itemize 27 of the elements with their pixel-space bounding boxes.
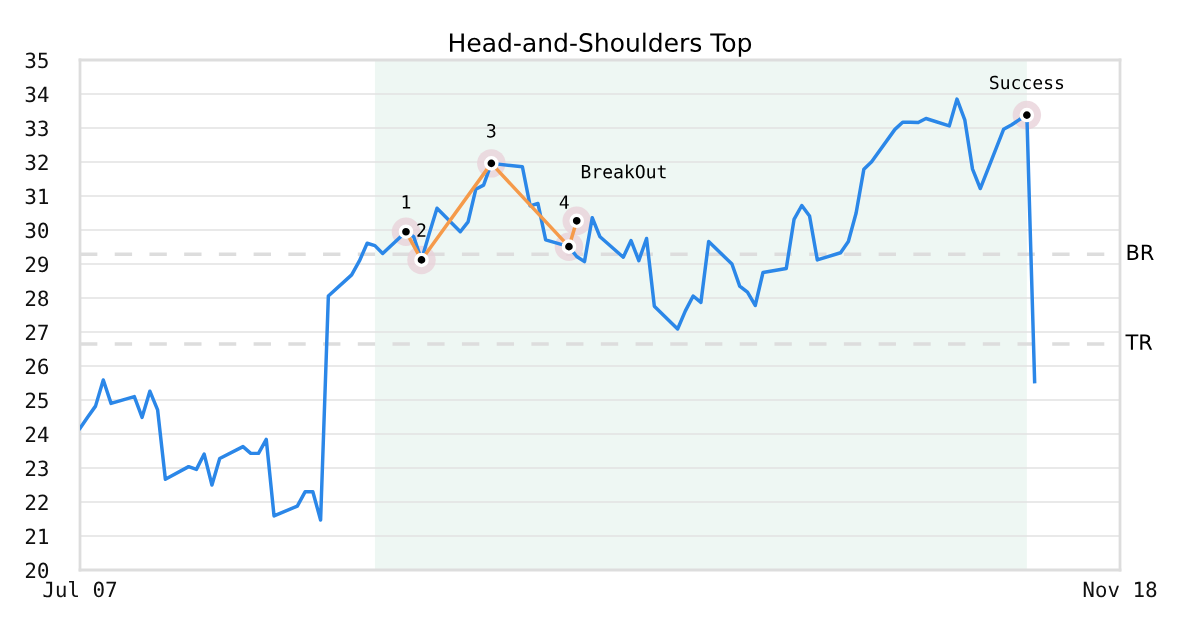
annotation: 1 (402, 195, 411, 209)
x-tick-label: Nov 18 (1083, 581, 1157, 598)
annotation: Success (990, 75, 1064, 90)
chart-title: Head-and-Shoulders Top (449, 32, 752, 57)
y-tick-label: 21 (25, 528, 49, 544)
y-tick-label: 28 (25, 290, 49, 307)
x-tick-label: Jul 07 (43, 581, 117, 598)
y-tick-label: 34 (25, 86, 49, 103)
ref-line-label: TR (1125, 334, 1153, 350)
y-tick-label: 26 (25, 358, 49, 375)
y-tick-label: 20 (25, 562, 49, 579)
y-tick-label: 30 (25, 222, 49, 239)
y-tick-label: 22 (25, 494, 48, 510)
y-tick-label: 29 (25, 256, 49, 273)
y-tick-label: 31 (25, 188, 49, 205)
annotation: 2 (417, 223, 426, 237)
y-tick-label: 25 (25, 392, 48, 409)
y-tick-label: 23 (25, 460, 48, 477)
y-tick-label: 27 (25, 324, 48, 340)
ref-line-label: BR (1127, 244, 1154, 260)
annotation: 4 (559, 195, 569, 209)
annotation: BreakOut (581, 164, 666, 179)
y-tick-label: 24 (25, 426, 49, 442)
y-tick-label: 33 (25, 120, 48, 137)
annotation: 3 (487, 123, 496, 138)
y-tick-label: 32 (25, 154, 48, 171)
y-tick-label: 35 (25, 52, 48, 69)
